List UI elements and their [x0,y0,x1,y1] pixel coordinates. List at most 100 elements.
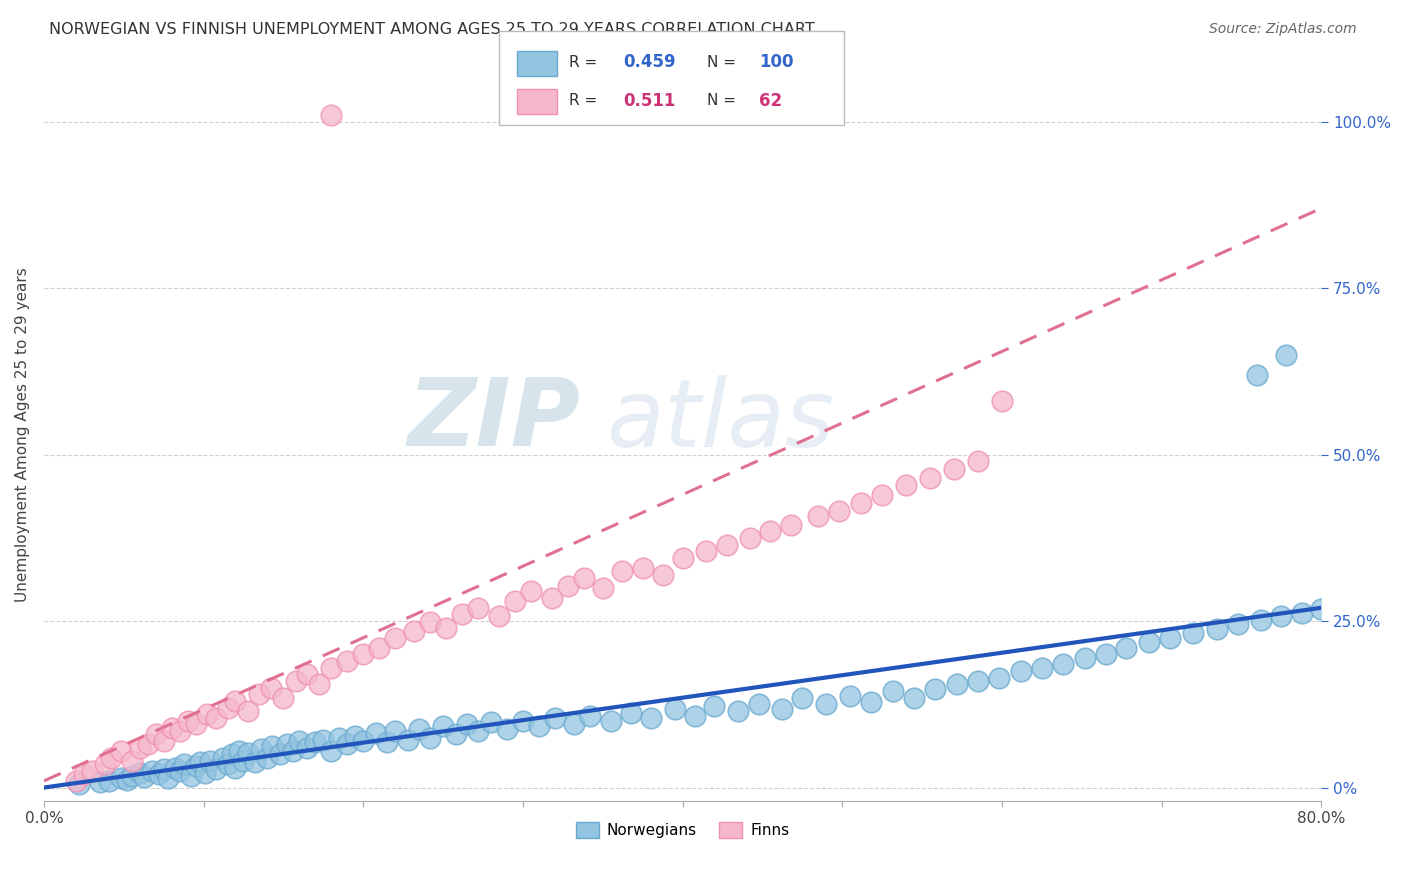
Point [259,681,281,695]
Point [815,698,838,712]
Point [780,517,803,532]
Point [228,744,250,758]
Point [364,726,387,740]
Point [640,711,662,725]
Point [238,704,260,718]
Point [308,677,330,691]
Point [991,394,1014,409]
Point [238,746,260,760]
Point [148,767,170,781]
Point [807,508,830,523]
Point [110,744,132,758]
Point [276,737,298,751]
Point [496,722,519,736]
Point [163,761,186,775]
Point [217,757,239,772]
Point [375,735,398,749]
Point [321,661,343,675]
Text: N =: N = [707,94,737,108]
Point [285,673,308,688]
Point [946,677,969,691]
Point [121,768,143,782]
Text: atlas: atlas [606,375,834,466]
Point [924,681,946,696]
Y-axis label: Unemployment Among Ages 25 to 29 years: Unemployment Among Ages 25 to 29 years [15,268,30,602]
Text: 0.511: 0.511 [623,92,675,110]
Point [792,690,814,705]
Point [180,768,202,782]
Point [250,742,273,756]
Point [544,711,567,725]
Point [321,744,343,758]
Point [205,711,228,725]
Point [98,773,121,788]
Point [1159,631,1181,645]
Point [432,719,454,733]
Point [408,722,430,736]
Point [67,777,90,791]
Point [512,714,534,728]
Point [1270,608,1292,623]
Point [128,740,150,755]
Point [152,734,174,748]
Point [232,754,254,768]
Point [579,708,602,723]
Point [419,615,441,630]
Point [65,773,87,788]
Point [695,544,717,558]
Point [870,488,893,502]
Point [100,750,122,764]
Point [1291,606,1313,620]
Point [467,600,489,615]
Point [434,621,457,635]
Point [488,608,510,623]
Point [1052,657,1074,672]
Point [321,108,343,122]
Point [344,729,367,743]
Point [467,723,489,738]
Point [190,756,212,770]
Text: N =: N = [707,55,737,70]
Text: ZIP: ZIP [408,374,581,466]
Point [1074,650,1097,665]
Text: NORWEGIAN VS FINNISH UNEMPLOYMENT AMONG AGES 25 TO 29 YEARS CORRELATION CHART: NORWEGIAN VS FINNISH UNEMPLOYMENT AMONG … [49,22,815,37]
Point [1094,648,1116,662]
Point [918,471,941,485]
Point [562,717,585,731]
Point [115,772,138,787]
Point [224,761,246,775]
Point [73,767,96,781]
Text: R =: R = [569,55,598,70]
Point [1250,613,1272,627]
Point [727,704,749,718]
Point [169,723,191,738]
Text: 62: 62 [759,92,782,110]
Point [297,667,319,681]
Point [243,756,266,770]
Point [221,747,243,762]
Point [1334,627,1357,641]
Point [770,702,793,716]
Point [304,735,326,749]
Point [520,584,543,599]
Point [1137,635,1160,649]
Point [664,702,686,716]
Point [894,477,917,491]
Point [145,727,167,741]
Point [671,550,693,565]
Point [93,757,115,772]
Point [269,747,291,762]
Point [456,717,478,731]
Point [967,673,990,688]
Point [1310,602,1333,616]
Point [121,754,143,768]
Point [557,580,579,594]
Point [173,757,195,772]
Point [451,607,474,622]
Text: Source: ZipAtlas.com: Source: ZipAtlas.com [1209,22,1357,37]
Point [136,737,159,751]
Point [288,734,311,748]
Point [1206,622,1229,636]
Point [160,721,183,735]
Point [297,740,319,755]
